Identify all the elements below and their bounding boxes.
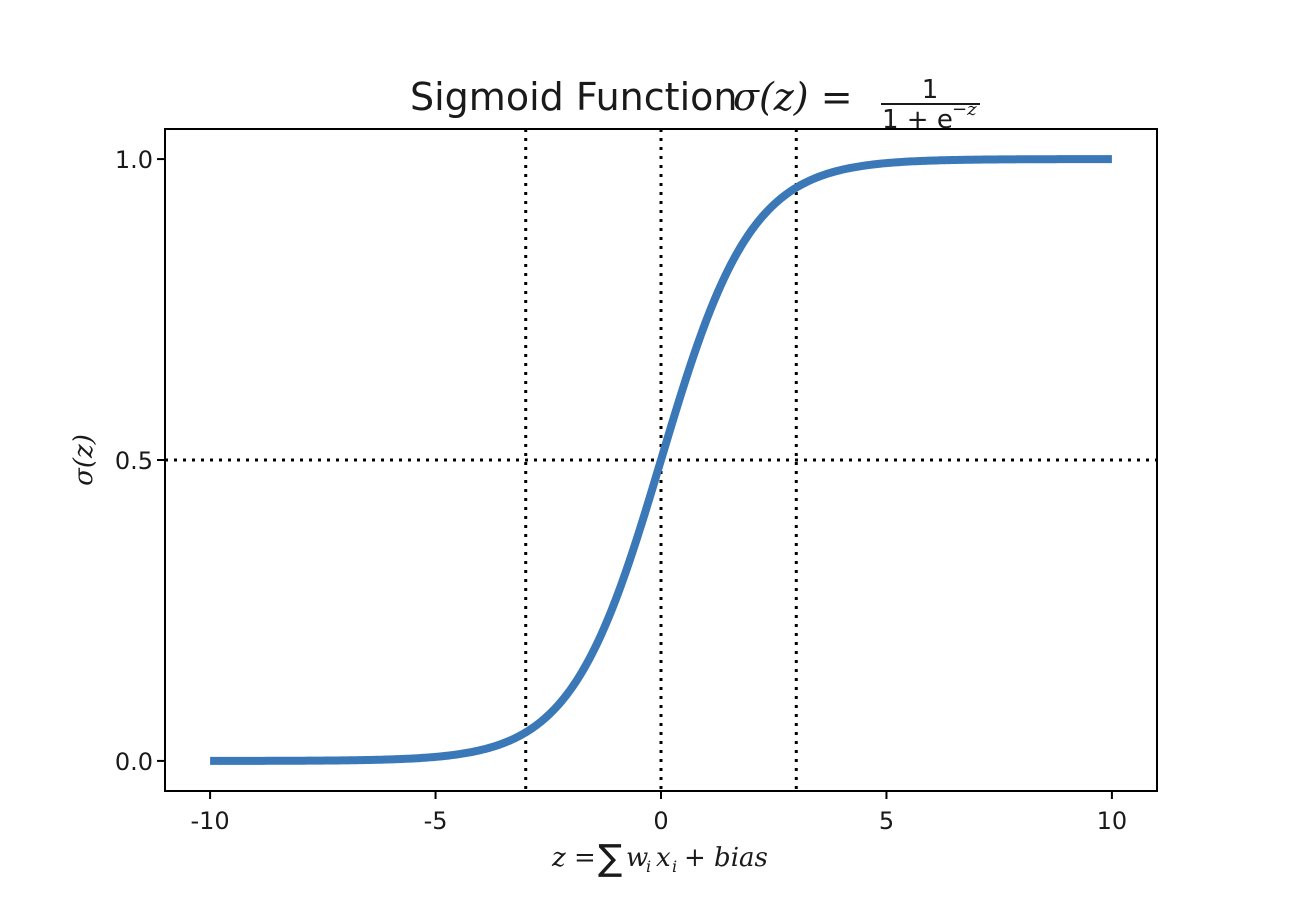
chart-title: Sigmoid Function σ(z) = 1 1 + e −z: [410, 75, 980, 135]
sigmoid-curve: [208, 155, 1114, 765]
title-prefix: Sigmoid Function: [410, 75, 737, 119]
y-tick-label: 0.0: [115, 748, 153, 776]
xlabel-sum: ∑: [598, 838, 622, 879]
xlabel-rest: + bias: [684, 843, 768, 873]
x-tick-label: -10: [190, 807, 229, 835]
y-axis-label: σ(z): [69, 434, 99, 486]
xlabel-term1-sub: i: [646, 857, 651, 876]
x-tick-label: 10: [1097, 807, 1128, 835]
title-denominator-exponent: −z: [952, 99, 977, 120]
x-axis-ticks: -10 -5 0 5 10: [190, 791, 1127, 835]
title-lhs: σ(z) =: [733, 75, 853, 119]
x-tick-label: 5: [879, 807, 894, 835]
x-tick-label: 0: [653, 807, 668, 835]
y-axis-ticks: 0.0 0.5 1.0: [115, 146, 165, 776]
title-denominator-base: 1 + e: [882, 105, 953, 135]
y-tick-label: 1.0: [115, 146, 153, 174]
xlabel-term1: w: [626, 843, 648, 873]
xlabel-term2-sub: i: [672, 857, 677, 876]
x-tick-label: -5: [424, 807, 448, 835]
xlabel-term2: x: [656, 843, 671, 873]
x-axis-label: z = ∑ w i x i + bias: [551, 838, 768, 879]
series-layer: [208, 155, 1114, 765]
title-numerator: 1: [922, 75, 939, 105]
y-tick-label: 0.5: [115, 447, 153, 475]
xlabel-lhs: z =: [551, 843, 596, 873]
